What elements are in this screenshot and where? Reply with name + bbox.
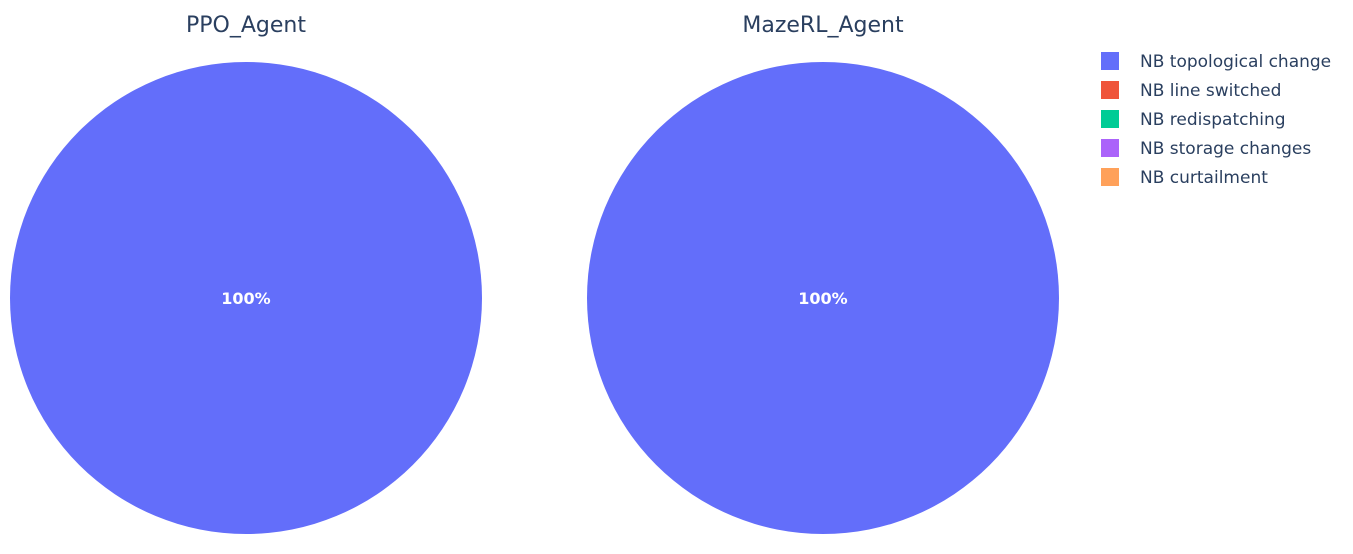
legend-label: NB redispatching <box>1140 110 1286 130</box>
legend-label: NB topological change <box>1140 52 1331 72</box>
legend-item[interactable]: NB line switched <box>1101 81 1281 101</box>
legend-label: NB line switched <box>1140 81 1281 101</box>
pie-slice-nb-topological-change <box>587 62 1059 534</box>
slice-percent-label: 100% <box>221 289 270 308</box>
chart-title: PPO_Agent <box>186 13 306 38</box>
pie-slice-nb-topological-change <box>10 62 482 534</box>
legend-item[interactable]: NB curtailment <box>1101 168 1268 188</box>
legend-label: NB curtailment <box>1140 168 1268 188</box>
legend-item[interactable]: NB redispatching <box>1101 110 1286 130</box>
pie-slices: 100% <box>587 62 1059 534</box>
legend-swatch <box>1101 168 1119 186</box>
legend-swatch <box>1101 110 1119 128</box>
legend-item[interactable]: NB topological change <box>1101 52 1331 72</box>
pie-chart-ppo-agent: PPO_Agent 100% <box>10 13 482 534</box>
chart-title: MazeRL_Agent <box>742 13 904 38</box>
pie-chart-mazerl-agent: MazeRL_Agent 100% <box>587 13 1059 534</box>
slice-percent-label: 100% <box>798 289 847 308</box>
legend-swatch <box>1101 81 1119 99</box>
legend-label: NB storage changes <box>1140 139 1311 159</box>
legend-swatch <box>1101 139 1119 157</box>
legend-item[interactable]: NB storage changes <box>1101 139 1311 159</box>
pie-slices: 100% <box>10 62 482 534</box>
legend: NB topological change NB line switched NB … <box>1101 52 1331 188</box>
legend-swatch <box>1101 52 1119 70</box>
